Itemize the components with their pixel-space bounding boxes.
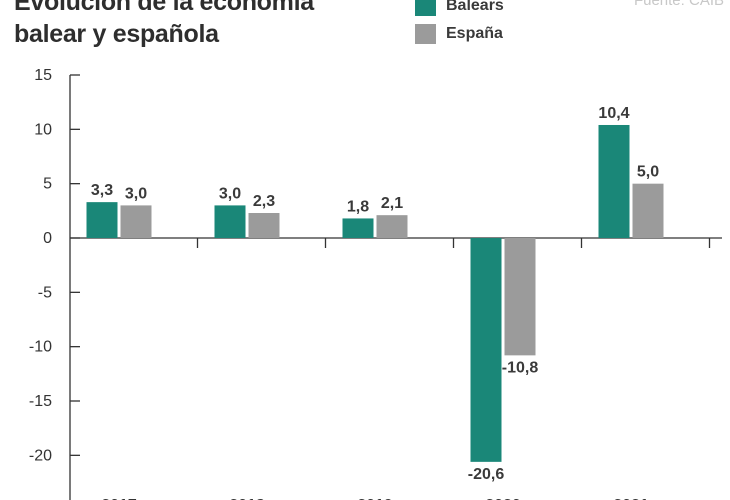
x-tick-label-2018: 2018 [229,497,265,500]
legend-swatch-espana [415,24,436,44]
legend-label-balears: Balears [446,0,504,14]
data-label-espana-2017: 3,0 [125,185,147,202]
title-line-2: balear y española [14,20,219,48]
y-tick-label: -5 [38,284,52,301]
x-tick-label-2020: 2020 [485,497,521,500]
y-tick-label: 5 [43,176,52,193]
bar-espana-2017 [120,205,152,238]
bar-balears-2018 [214,205,246,238]
data-label-espana-2021: 5,0 [637,164,659,181]
x-tick-label-2017: 2017 [101,497,137,500]
y-tick-label: 0 [43,230,52,247]
legend-swatch-balears [415,0,436,16]
bar-balears-2017 [86,202,118,238]
x-tick-label-2021: 2021 [613,497,649,500]
source-note: Fuente: CAIB [633,0,724,9]
bar-espana-2018 [248,213,280,238]
bar-balears-2021 [598,124,630,238]
bar-balears-2019 [342,218,374,238]
y-tick-label: -20 [29,447,52,464]
legend-item-espana: España [415,20,504,48]
chart-title: Evolución de la economía balear y españo… [14,0,314,50]
bar-espana-2020 [504,238,536,356]
data-label-espana-2018: 2,3 [253,193,275,210]
data-label-espana-2019: 2,1 [381,195,403,212]
bar-espana-2019 [376,215,408,238]
data-label-balears-2020: -20,6 [468,466,505,483]
legend-label-espana: España [446,25,503,42]
title-line-1: Evolución de la economía [14,0,314,16]
y-tick-label: 10 [34,121,52,138]
data-label-espana-2020: -10,8 [502,359,539,376]
bar-espana-2021 [632,183,664,238]
y-tick-label: 15 [34,67,52,84]
x-tick-label-2019: 2019 [357,497,393,500]
y-tick-label: -10 [29,339,52,356]
legend: Balears España [415,0,504,48]
bar-balears-2020 [470,238,502,462]
data-label-balears-2021: 10,4 [598,105,629,122]
legend-item-balears: Balears [415,0,504,20]
data-label-balears-2018: 3,0 [219,185,241,202]
data-label-balears-2019: 1,8 [347,198,369,215]
y-tick-label: -15 [29,393,52,410]
data-label-balears-2017: 3,3 [91,182,113,199]
